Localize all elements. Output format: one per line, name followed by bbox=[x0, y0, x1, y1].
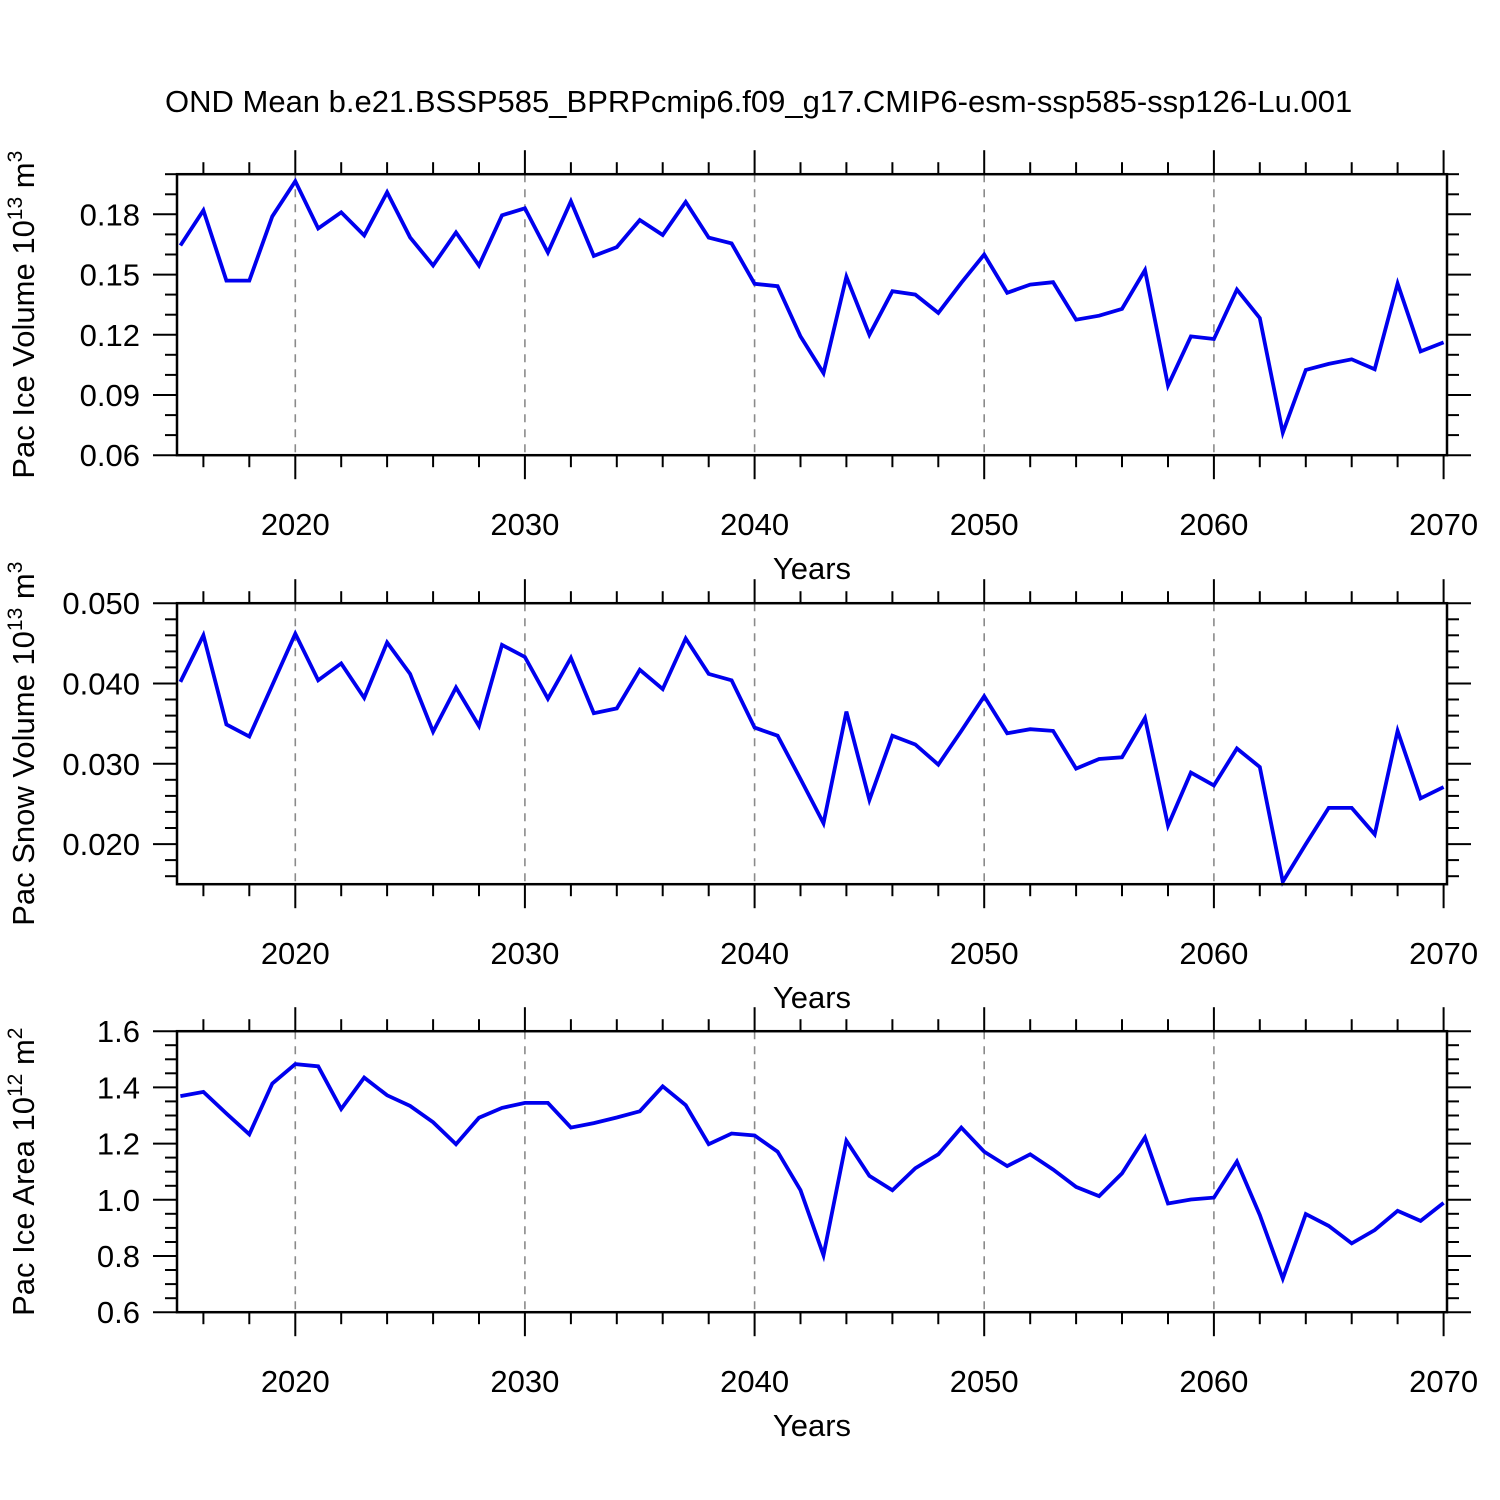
y-axis-title: Pac Ice Volume 1013 m3 bbox=[4, 151, 41, 479]
y-tick-label: 0.050 bbox=[62, 586, 140, 621]
panel-pac-ice-volume: 2020 2030 2040 2050 2060 2070 0.06 0.09 0.12 0.15… bbox=[4, 150, 1478, 586]
y-tick-label: 0.8 bbox=[97, 1239, 140, 1274]
x-tick-label: 2050 bbox=[950, 936, 1019, 971]
y-tick-label: 1.6 bbox=[97, 1014, 140, 1049]
x-tick-label: 2020 bbox=[261, 936, 330, 971]
x-tick-label: 2030 bbox=[490, 936, 559, 971]
x-tick-label: 2040 bbox=[720, 936, 789, 971]
x-tick-label: 2030 bbox=[490, 1364, 559, 1399]
y-tick-label: 0.15 bbox=[80, 258, 140, 293]
x-tick-label: 2050 bbox=[950, 1364, 1019, 1399]
x-tick-label: 2020 bbox=[261, 507, 330, 542]
x-tick-label: 2040 bbox=[720, 1364, 789, 1399]
x-tick-label: 2070 bbox=[1409, 507, 1478, 542]
y-tick-label: 1.2 bbox=[97, 1127, 140, 1162]
y-tick-label: 0.040 bbox=[62, 667, 140, 702]
axis-ticks bbox=[153, 579, 1471, 909]
figure-title: OND Mean b.e21.BSSP585_BPRPcmip6.f09_g17… bbox=[165, 84, 1353, 119]
y-tick-label: 0.020 bbox=[62, 827, 140, 862]
series-line-pac-snow-volume bbox=[178, 629, 1445, 887]
y-tick-label: 0.6 bbox=[97, 1295, 140, 1330]
plot-frame bbox=[175, 601, 1449, 886]
series-line-pac-ice-volume bbox=[178, 177, 1445, 440]
y-tick-label: 0.09 bbox=[80, 378, 140, 413]
x-tick-label: 2040 bbox=[720, 507, 789, 542]
x-tick-label: 2020 bbox=[261, 1364, 330, 1399]
y-tick-label: 1.0 bbox=[97, 1183, 140, 1218]
x-tick-label: 2070 bbox=[1409, 1364, 1478, 1399]
y-tick-label: 0.030 bbox=[62, 747, 140, 782]
x-axis-title: Years bbox=[773, 551, 851, 586]
x-axis-title: Years bbox=[773, 980, 851, 1015]
axis-ticks bbox=[153, 1007, 1471, 1337]
x-tick-label: 2060 bbox=[1179, 507, 1248, 542]
y-tick-label: 0.06 bbox=[80, 438, 140, 473]
y-axis-title: Pac Ice Area 1012 m2 bbox=[4, 1028, 41, 1316]
y-axis-title: Pac Snow Volume 1013 m3 bbox=[4, 562, 41, 926]
x-axis-title: Years bbox=[773, 1408, 851, 1443]
x-tick-label: 2050 bbox=[950, 507, 1019, 542]
series-line-pac-ice-area bbox=[180, 1062, 1445, 1285]
panel-pac-ice-area: 2020 2030 2040 2050 2060 2070 0.6 0.8 1.0 1.2 1.4 1… bbox=[4, 1007, 1478, 1443]
x-tick-label: 2060 bbox=[1179, 936, 1248, 971]
x-tick-label: 2030 bbox=[490, 507, 559, 542]
x-tick-label: 2060 bbox=[1179, 1364, 1248, 1399]
x-tick-label: 2070 bbox=[1409, 936, 1478, 971]
y-tick-label: 1.4 bbox=[97, 1070, 140, 1105]
y-tick-label: 0.18 bbox=[80, 197, 140, 232]
y-tick-label: 0.12 bbox=[80, 318, 140, 353]
panel-pac-snow-volume: 2020 2030 2040 2050 2060 2070 0.020 0.030 0.040 0… bbox=[4, 562, 1478, 1016]
axis-ticks bbox=[153, 150, 1471, 480]
plot-frame bbox=[175, 1029, 1449, 1314]
